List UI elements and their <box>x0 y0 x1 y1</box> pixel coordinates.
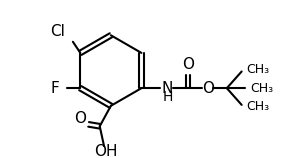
Text: O: O <box>202 81 214 96</box>
Text: F: F <box>50 81 59 96</box>
Text: H: H <box>162 91 173 104</box>
Text: N: N <box>162 81 173 96</box>
Text: CH₃: CH₃ <box>250 82 273 95</box>
Text: OH: OH <box>94 144 118 158</box>
Text: O: O <box>74 111 86 126</box>
Text: CH₃: CH₃ <box>246 63 269 76</box>
Text: CH₃: CH₃ <box>246 100 269 113</box>
Text: O: O <box>182 58 194 73</box>
Text: Cl: Cl <box>51 24 65 39</box>
